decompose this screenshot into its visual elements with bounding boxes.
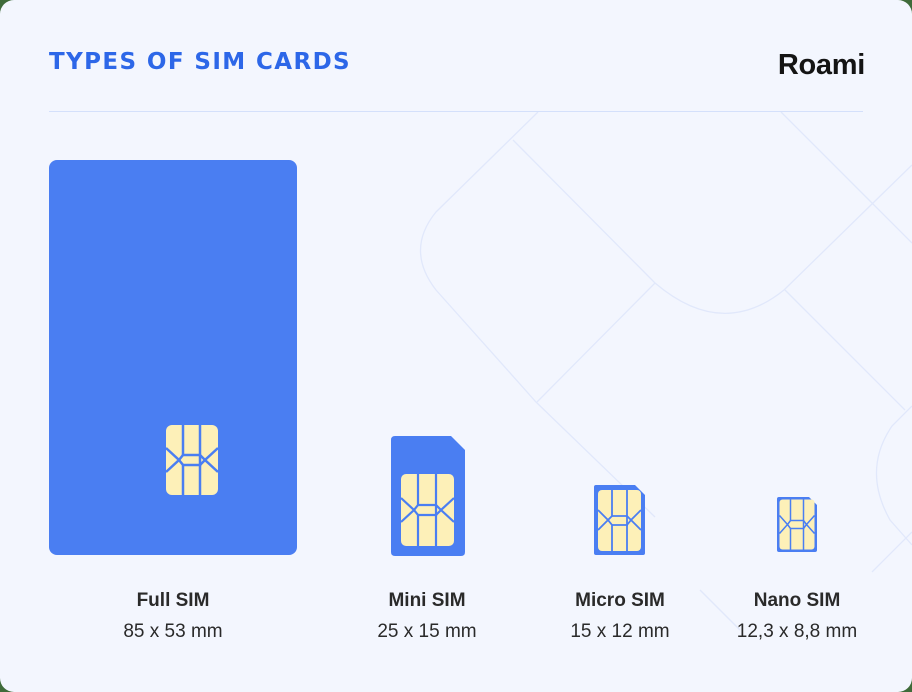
sim-label-mini: Mini SIM 25 x 15 mm: [327, 589, 527, 644]
sim-label-full: Full SIM 85 x 53 mm: [73, 589, 273, 644]
chip-icon: [400, 474, 455, 546]
sim-name: Nano SIM: [753, 590, 841, 611]
chip-icon: [165, 425, 219, 495]
sim-size: 85 x 53 mm: [123, 621, 223, 642]
nano-sim-card-icon: [777, 497, 817, 552]
mini-sim-card-icon: [391, 436, 465, 556]
sim-label-nano: Nano SIM 12,3 x 8,8 mm: [697, 589, 897, 644]
header-divider: [49, 111, 863, 112]
sim-size: 25 x 15 mm: [377, 621, 477, 642]
chip-icon: [778, 499, 816, 550]
full-sim-card-icon: [49, 160, 297, 555]
sim-name: Mini SIM: [388, 590, 466, 611]
sim-label-micro: Micro SIM 15 x 12 mm: [520, 589, 720, 644]
brand-logo: Roami: [777, 49, 865, 81]
sim-name: Micro SIM: [575, 590, 665, 611]
page-title: TYPES OF SIM CARDS: [49, 49, 352, 75]
chip-icon: [597, 490, 642, 551]
sim-size: 12,3 x 8,8 mm: [736, 621, 858, 642]
sim-size: 15 x 12 mm: [570, 621, 670, 642]
micro-sim-card-icon: [594, 485, 645, 555]
sim-name: Full SIM: [136, 590, 210, 611]
